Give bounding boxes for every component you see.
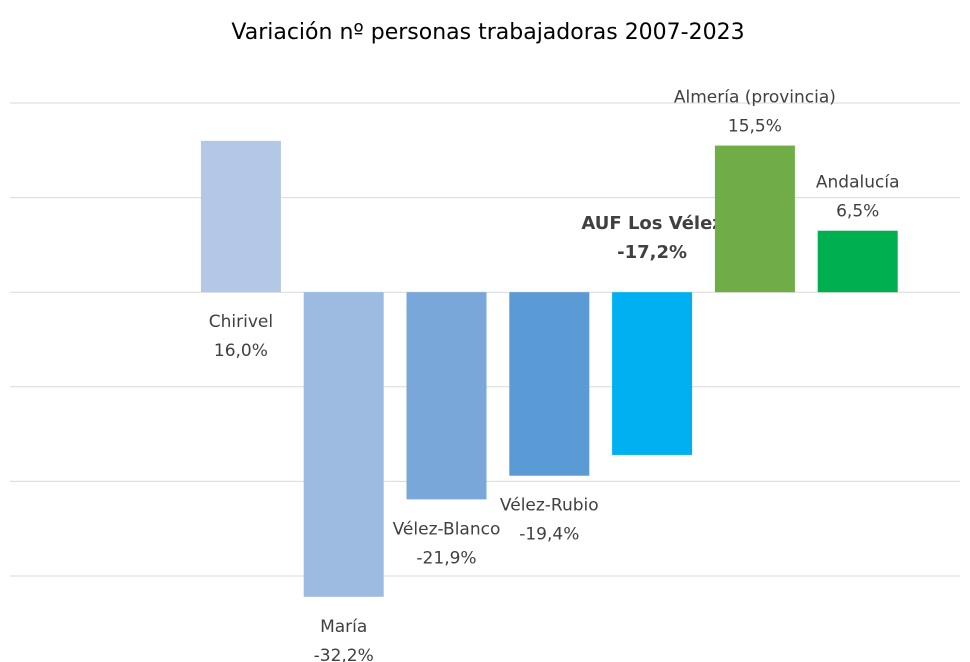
value-label: 15,5% (728, 117, 782, 137)
category-label: Vélez-Blanco (393, 519, 501, 539)
bar (817, 230, 898, 293)
bar (612, 292, 693, 455)
bar (509, 292, 590, 476)
value-label: -32,2% (314, 646, 374, 662)
bar (303, 292, 384, 597)
category-label: María (320, 617, 367, 637)
value-label: -19,4% (519, 525, 579, 545)
value-label: -21,9% (416, 548, 476, 568)
bar (714, 145, 795, 293)
category-label: Vélez-Rubio (500, 496, 599, 516)
category-label: Chirivel (209, 312, 273, 332)
category-label: Almería (provincia) (674, 88, 836, 108)
value-label: -17,2% (617, 242, 687, 263)
category-label: Andalucía (816, 173, 900, 193)
value-label: 6,5% (836, 202, 879, 222)
category-label: AUF Los Vélez (581, 213, 722, 234)
bar (200, 140, 281, 293)
bar (406, 292, 487, 500)
value-label: 16,0% (214, 341, 268, 361)
chart-title: Variación nº personas trabajadoras 2007-… (231, 20, 744, 45)
